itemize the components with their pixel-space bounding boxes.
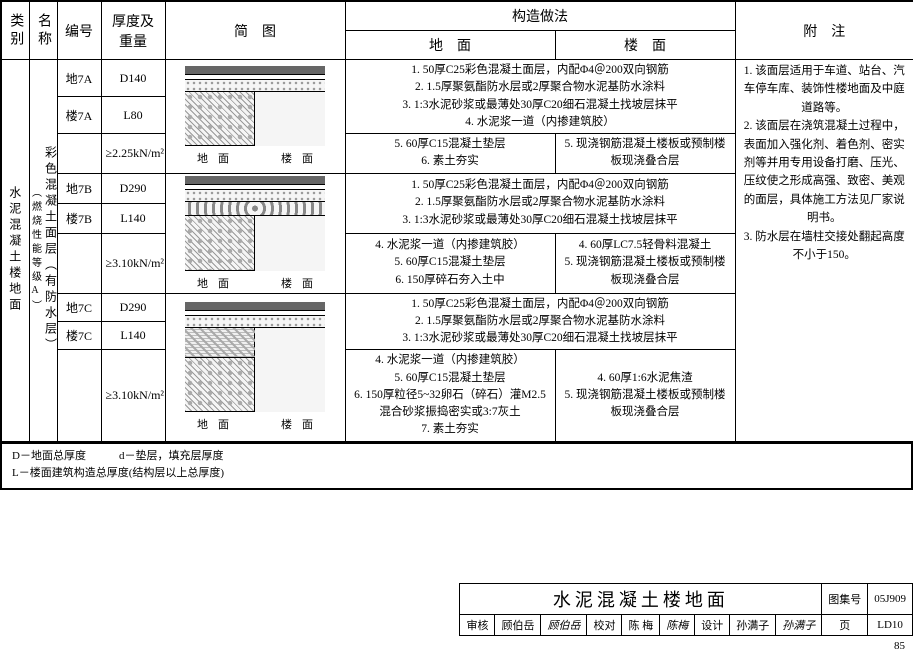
construct-top-3: 1. 50厚C25彩色混凝土面层，内配Φ4＠200双向钢筋 2. 1.5厚聚氨酯… <box>345 293 735 350</box>
note-1: 1. 该面层适用于车道、站台、汽车停车库、装饰性楼地面及中庭道路等。 <box>740 62 910 117</box>
thick-l-1: L80 <box>101 97 165 134</box>
r2-d2: 6. 150厚碎石夯入土中 <box>350 272 551 289</box>
r1-t1: 2. 1.5厚聚氨酯防水层或2厚聚合物水泥基防水涂料 <box>350 79 731 96</box>
r2-t2: 3. 1:3水泥砂浆或最薄处30厚C20细石混凝土找坡层抹平 <box>350 212 731 229</box>
category-cell: 水泥混凝土楼地面 <box>1 60 29 442</box>
code-di-3: 地7C <box>57 293 101 321</box>
thick-d-2: D290 <box>101 173 165 203</box>
footnote-1: D－地面总厚度 d－垫层，填充层厚度 <box>12 448 901 466</box>
hdr-thick: 厚度及重量 <box>101 1 165 60</box>
hdr-ground: 地 面 <box>345 31 555 60</box>
load-3: ≥3.10kN/m² <box>101 350 165 441</box>
r3-d3: 7. 素土夯实 <box>350 421 551 438</box>
diagram-2: 地面 楼面 <box>165 173 345 293</box>
name-text: 彩色混凝土面层（有防水层） <box>44 146 58 354</box>
construct-lou-3: 4. 60厚1:6水泥焦渣 5. 现浇钢筋混凝土楼板或预制楼板现浇叠合层 <box>555 350 735 441</box>
r2-t0: 1. 50厚C25彩色混凝土面层，内配Φ4＠200双向钢筋 <box>350 177 731 194</box>
r3-l1: 5. 现浇钢筋混凝土楼板或预制楼板现浇叠合层 <box>560 387 731 422</box>
tuji-label: 图集号 <box>822 584 868 615</box>
construct-di-1: 5. 60厚C15混凝土垫层 6. 素土夯实 <box>345 134 555 174</box>
diagram-label-2: 地面 楼面 <box>170 275 341 291</box>
code-di-1: 地7A <box>57 60 101 97</box>
page-label: 页 <box>822 615 868 636</box>
r2-d0: 4. 水泥浆一道（内掺建筑胶） <box>350 237 551 254</box>
name-sub: （燃烧性能等级A） <box>30 187 41 314</box>
construct-top-2: 1. 50厚C25彩色混凝土面层，内配Φ4＠200双向钢筋 2. 1.5厚聚氨酯… <box>345 173 735 233</box>
r1-l0: 5. 现浇钢筋混凝土楼板或预制楼板现浇叠合层 <box>560 136 731 171</box>
construct-di-3: 4. 水泥浆一道（内掺建筑胶） 5. 60厚C15混凝土垫层 6. 150厚粒径… <box>345 350 555 441</box>
hdr-construct: 构造做法 <box>345 1 735 31</box>
construct-lou-2: 4. 60厚LC7.5轻骨料混凝土 5. 现浇钢筋混凝土楼板或预制楼板现浇叠合层 <box>555 233 735 293</box>
design-sig: 孙满子 <box>776 615 822 636</box>
name-cell: 彩色混凝土面层（有防水层）（燃烧性能等级A） <box>29 60 57 442</box>
construct-lou-1: 5. 现浇钢筋混凝土楼板或预制楼板现浇叠合层 <box>555 134 735 174</box>
r1-t3: 4. 水泥浆一道（内掺建筑胶） <box>350 114 731 131</box>
hdr-code: 编号 <box>57 1 101 60</box>
code-lou-1: 楼7A <box>57 97 101 134</box>
audit-label: 审核 <box>460 615 495 636</box>
thick-l-2: L140 <box>101 203 165 233</box>
r3-d2: 6. 150厚粒径5~32卵石（碎石）灌M2.5混合砂浆振捣密实或3:7灰土 <box>350 387 551 422</box>
diagram-1: 地面 楼面 <box>165 60 345 174</box>
thick-d-1: D140 <box>101 60 165 97</box>
diagram-label-3: 地面 楼面 <box>170 416 341 432</box>
r3-d0: 4. 水泥浆一道（内掺建筑胶） <box>350 352 551 369</box>
r1-d0: 5. 60厚C15混凝土垫层 <box>350 136 551 153</box>
blank-2a <box>57 233 101 293</box>
audit-name: 顾伯岳 <box>495 615 541 636</box>
load-1: ≥2.25kN/m² <box>101 134 165 174</box>
footnote-2: L－楼面建筑构造总厚度(结构层以上总厚度) <box>12 465 901 483</box>
r1-t0: 1. 50厚C25彩色混凝土面层，内配Φ4＠200双向钢筋 <box>350 62 731 79</box>
hdr-notes: 附 注 <box>735 1 913 60</box>
r3-t1: 2. 1.5厚聚氨酯防水层或2厚聚合物水泥基防水涂料 <box>350 313 731 330</box>
hdr-name: 名称 <box>29 1 57 60</box>
spec-table: 类别 名称 编号 厚度及重量 简 图 构造做法 附 注 地 面 楼 面 水泥混凝… <box>0 0 913 442</box>
code-lou-3: 楼7C <box>57 321 101 349</box>
code-lou-2: 楼7B <box>57 203 101 233</box>
r1-d1: 6. 素土夯实 <box>350 153 551 170</box>
blank-3a <box>57 350 101 441</box>
construct-di-2: 4. 水泥浆一道（内掺建筑胶） 5. 60厚C15混凝土垫层 6. 150厚碎石… <box>345 233 555 293</box>
check-sig: 陈梅 <box>660 615 695 636</box>
check-label: 校对 <box>587 615 622 636</box>
r3-t2: 3. 1:3水泥砂浆或最薄处30厚C20细石混凝土找坡层抹平 <box>350 330 731 347</box>
thick-l-3: L140 <box>101 321 165 349</box>
r1-t2: 3. 1:3水泥砂浆或最薄处30厚C20细石混凝土找坡层抹平 <box>350 97 731 114</box>
r2-t1: 2. 1.5厚聚氨酯防水层或2厚聚合物水泥基防水涂料 <box>350 194 731 211</box>
title-block: 水泥混凝土楼地面 图集号 05J909 审核 顾伯岳 顾伯岳 校对 陈 梅 陈梅… <box>459 583 913 636</box>
code-di-2: 地7B <box>57 173 101 203</box>
note-2: 2. 该面层在浇筑混凝土过程中，表面加入强化剂、着色剂、密实剂等并用专用设备打磨… <box>740 117 910 227</box>
load-2: ≥3.10kN/m² <box>101 233 165 293</box>
design-label: 设计 <box>695 615 730 636</box>
hdr-diagram: 简 图 <box>165 1 345 60</box>
thick-d-3: D290 <box>101 293 165 321</box>
audit-sig: 顾伯岳 <box>541 615 587 636</box>
notes-cell: 1. 该面层适用于车道、站台、汽车停车库、装饰性楼地面及中庭道路等。 2. 该面… <box>735 60 913 442</box>
r3-l0: 4. 60厚1:6水泥焦渣 <box>560 370 731 387</box>
diagram-label-1: 地面 楼面 <box>170 150 341 166</box>
blank-1a <box>57 134 101 174</box>
r2-l0: 4. 60厚LC7.5轻骨料混凝土 <box>560 237 731 254</box>
page-number: 85 <box>894 640 905 652</box>
tuji-val: 05J909 <box>868 584 913 615</box>
r3-d1: 5. 60厚C15混凝土垫层 <box>350 370 551 387</box>
check-name: 陈 梅 <box>622 615 660 636</box>
note-3: 3. 防水层在墙柱交接处翻起高度不小于150。 <box>740 228 910 265</box>
r3-t0: 1. 50厚C25彩色混凝土面层，内配Φ4＠200双向钢筋 <box>350 296 731 313</box>
footnotes: D－地面总厚度 d－垫层，填充层厚度 L－楼面建筑构造总厚度(结构层以上总厚度) <box>0 442 913 490</box>
r2-l1: 5. 现浇钢筋混凝土楼板或预制楼板现浇叠合层 <box>560 254 731 289</box>
drawing-title: 水泥混凝土楼地面 <box>460 584 822 615</box>
r2-d1: 5. 60厚C15混凝土垫层 <box>350 254 551 271</box>
diagram-3: 地面 楼面 <box>165 293 345 441</box>
hdr-floor: 楼 面 <box>555 31 735 60</box>
design-name: 孙满子 <box>730 615 776 636</box>
page-val: LD10 <box>868 615 913 636</box>
construct-top-1: 1. 50厚C25彩色混凝土面层，内配Φ4＠200双向钢筋 2. 1.5厚聚氨酯… <box>345 60 735 134</box>
hdr-category: 类别 <box>1 1 29 60</box>
